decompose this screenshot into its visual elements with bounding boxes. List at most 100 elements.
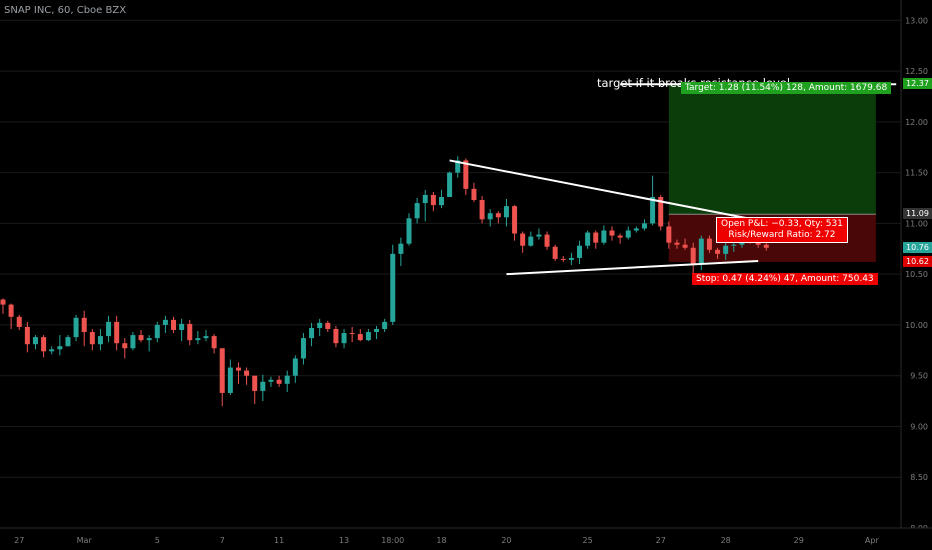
candle [568, 252, 574, 266]
candle-body [49, 349, 55, 352]
time-tick-label: 20 [501, 536, 511, 545]
candle [617, 233, 623, 244]
time-tick-label: 7 [220, 536, 225, 545]
candle [138, 330, 144, 343]
candle-body [414, 203, 420, 219]
candle-body [73, 317, 79, 338]
candle-body [268, 379, 274, 382]
candle [235, 362, 241, 384]
candle [32, 335, 38, 350]
candle [374, 325, 380, 340]
candle-body [146, 338, 152, 341]
candle [487, 209, 493, 227]
candle-body [154, 324, 160, 339]
resistance-trendline [449, 159, 759, 222]
price-tick-label: 10.50 [905, 270, 928, 279]
candle [601, 225, 607, 245]
candle [503, 199, 509, 227]
time-tick-label: 27 [656, 536, 666, 545]
candle [146, 335, 152, 352]
candle [593, 230, 599, 249]
candle-body [398, 243, 404, 254]
candle [552, 244, 558, 261]
candle-body [106, 321, 112, 337]
candle-body [227, 367, 233, 393]
open-pl-text: Open P&L: −0.33, Qty: 531 [721, 219, 843, 229]
time-tick-label: 5 [155, 536, 160, 545]
candle [382, 318, 388, 333]
candle-body [633, 228, 639, 231]
candle-body [325, 322, 331, 329]
candle-body [341, 333, 347, 344]
candle-body [593, 232, 599, 243]
candle-body [260, 381, 266, 391]
price-axis[interactable]: 8.008.509.009.5010.0010.5011.0011.5012.0… [900, 0, 932, 550]
candle-body [16, 316, 22, 327]
candle [633, 226, 639, 233]
candle [317, 318, 323, 337]
candle [130, 332, 136, 351]
candle-body [723, 245, 729, 254]
stop-label[interactable]: Stop: 0.47 (4.24%) 47, Amount: 750.43 [692, 273, 878, 285]
candle [430, 191, 436, 212]
candle-body [0, 299, 6, 305]
candle [292, 355, 298, 383]
candle-body [447, 172, 453, 197]
risk-reward-text: Risk/Reward Ratio: 2.72 [728, 230, 836, 240]
target-label[interactable]: Target: 1.28 (11.54%) 128, Amount: 1679.… [681, 82, 892, 94]
candle-body [544, 234, 550, 247]
candle-body [641, 223, 647, 229]
candle-body [24, 326, 30, 345]
time-tick-label: 27 [14, 536, 24, 545]
time-tick-label: 18:00 [381, 536, 404, 545]
time-tick-label: Apr [865, 536, 880, 545]
candle-body [463, 160, 469, 189]
candle-body [284, 375, 290, 384]
candle [187, 319, 193, 346]
candle [284, 370, 290, 392]
candle [715, 247, 721, 259]
candle [341, 328, 347, 349]
time-tick-label: Mar [77, 536, 93, 545]
pl-label[interactable]: Open P&L: −0.33, Qty: 531 Risk/Reward Ra… [716, 217, 848, 243]
candle [309, 322, 315, 347]
price-tick-label: 11.50 [905, 169, 928, 178]
candle-body [357, 334, 363, 341]
time-axis[interactable]: 27 Mar 5 7 11 13 18:00 18 20 25 27 28 29 Apr [0, 527, 932, 550]
candle-body [731, 244, 737, 246]
candle-body [698, 238, 704, 264]
candle [625, 226, 631, 240]
candle [162, 315, 168, 334]
candle [81, 310, 87, 347]
candle-body [690, 247, 696, 264]
candle [57, 335, 63, 356]
candles [0, 156, 769, 407]
candle-body [41, 337, 47, 352]
candle-body [674, 242, 680, 245]
candle-body [487, 213, 493, 220]
candle [41, 335, 47, 358]
candle-body [390, 253, 396, 322]
candle [706, 235, 712, 253]
candle-body [122, 343, 128, 349]
candle [585, 230, 591, 249]
candle [520, 231, 526, 253]
profit-zone [668, 84, 876, 215]
candle [690, 242, 696, 276]
candle-body [479, 200, 485, 220]
candle-body [715, 249, 721, 254]
candle [73, 314, 79, 342]
candle [333, 325, 339, 348]
candle [171, 316, 177, 334]
candle-body [658, 196, 664, 227]
candle [414, 198, 420, 224]
candle [406, 213, 412, 246]
candle-body [219, 348, 225, 393]
candle-body [577, 245, 583, 258]
time-axis-bg [0, 528, 932, 550]
candle-body [528, 236, 534, 246]
candle [154, 321, 160, 343]
candle-body [252, 375, 258, 391]
time-tick-label: 11 [274, 536, 284, 545]
